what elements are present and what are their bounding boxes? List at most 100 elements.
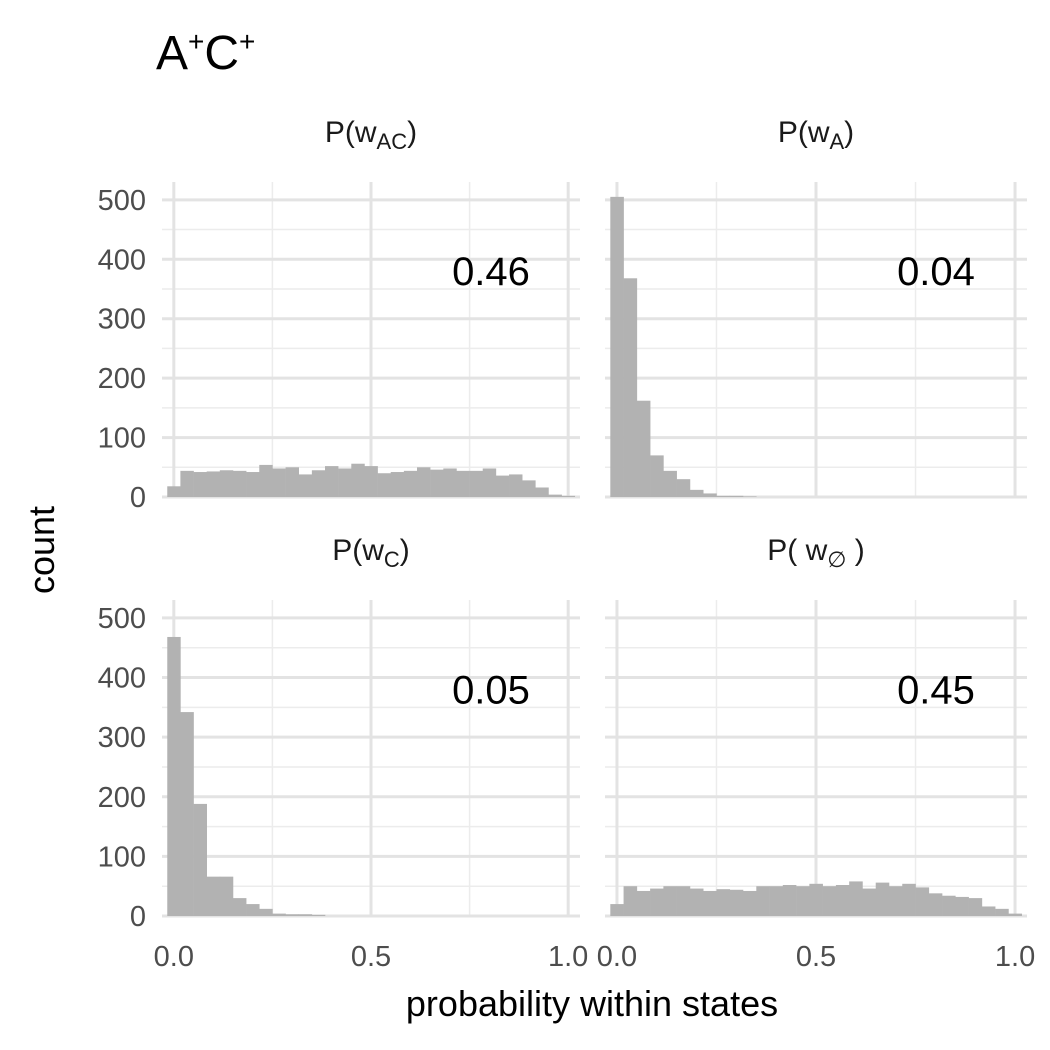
histogram-bar <box>743 496 757 497</box>
histogram-bar <box>729 495 744 497</box>
panel-strip-label: P(wC) <box>332 534 410 572</box>
histogram-bar <box>469 470 484 497</box>
histogram-bar <box>663 470 677 497</box>
y-tick-label: 100 <box>98 841 146 873</box>
y-tick-label: 300 <box>98 722 146 754</box>
histogram-bar <box>835 884 850 916</box>
histogram-bar <box>849 881 863 916</box>
histogram-bar <box>561 495 576 497</box>
histogram-bar <box>535 487 549 497</box>
panel-1: P(wAC) 0.46 0 100 200 300 400 500 <box>98 116 580 514</box>
histogram-bar <box>636 400 651 497</box>
strip-label-prefix: P( w <box>767 534 827 567</box>
x-tick-label: 0.5 <box>796 941 836 973</box>
y-tick-label: 500 <box>98 185 146 217</box>
y-tick-label: 0 <box>130 901 146 933</box>
strip-label-suffix: ) <box>407 116 417 149</box>
histogram-bar <box>743 890 757 916</box>
histogram-bar <box>311 914 326 916</box>
chart-title: A+C+ <box>156 26 255 80</box>
histogram-bar <box>862 888 876 916</box>
histogram-bar <box>325 466 339 497</box>
panel-4: P( w∅ ) 0.45 0.0 0.5 1.0 <box>597 534 1035 973</box>
x-tick-label: 1.0 <box>995 941 1035 973</box>
histogram-bar <box>796 886 810 916</box>
histogram-bar <box>482 468 497 497</box>
histogram-bar <box>716 495 731 497</box>
histogram-bar <box>403 470 418 497</box>
histogram-bar <box>650 888 664 916</box>
title-superscript-2: + <box>239 26 255 57</box>
panel-strip-label: P( w∅ ) <box>767 534 865 572</box>
title-middle: C <box>204 27 239 80</box>
histogram-bar <box>167 486 181 497</box>
y-tick-label: 0 <box>130 482 146 514</box>
strip-label-subscript: AC <box>377 129 408 154</box>
histogram-bar <box>495 475 510 497</box>
panel-strip-label: P(wA) <box>778 116 854 154</box>
histogram-bar <box>167 636 181 916</box>
histogram-bar <box>769 886 784 916</box>
histogram-bar <box>981 906 996 916</box>
histogram-bar <box>522 480 536 497</box>
panel-annotation: 0.04 <box>897 250 975 294</box>
histogram-bar <box>650 455 664 497</box>
histogram-bar <box>233 898 247 916</box>
y-axis-title: count <box>21 506 62 594</box>
panel-annotation: 0.45 <box>897 668 975 712</box>
histogram-bar <box>298 474 313 497</box>
x-axis-title: probability within states <box>406 983 778 1024</box>
histogram-bar <box>272 468 286 497</box>
histogram-bar <box>623 886 638 916</box>
histogram-bar <box>430 469 444 497</box>
histogram-bar <box>928 893 943 916</box>
panel-strip-label: P(wAC) <box>325 116 417 154</box>
histogram-bar <box>782 884 797 916</box>
histogram-bar <box>716 889 731 916</box>
strip-label-prefix: P(w <box>332 534 384 567</box>
histogram-bar <box>285 467 299 497</box>
histogram-bar <box>822 886 837 916</box>
strip-label-suffix: ) <box>846 534 864 567</box>
histogram-bar <box>246 472 260 497</box>
histogram-bar <box>219 876 234 916</box>
histogram-bar <box>259 908 273 916</box>
histogram-bar <box>703 493 717 497</box>
y-tick-label: 200 <box>98 363 146 395</box>
panels: P(wAC)0.460100200300400500P(wA)0.04P(wC)… <box>98 116 1036 973</box>
histogram-bar <box>902 883 916 916</box>
y-tick-label: 500 <box>98 603 146 635</box>
histogram-bar <box>233 470 247 497</box>
histogram-bar <box>416 467 431 497</box>
histogram-bar <box>219 470 234 497</box>
histogram-bar <box>729 889 744 916</box>
histogram-bar <box>364 466 378 497</box>
strip-label-subscript: C <box>384 547 400 572</box>
histogram-bar <box>390 472 405 497</box>
y-tick-label: 400 <box>98 244 146 276</box>
histogram-bar <box>259 464 273 497</box>
histogram-bar <box>955 896 969 916</box>
histogram-bar <box>193 803 207 916</box>
y-tick-label: 100 <box>98 423 146 455</box>
histogram-bar <box>206 471 221 497</box>
histogram-bar <box>995 908 1009 916</box>
histogram-bar <box>298 914 313 916</box>
histogram-bar <box>509 474 523 497</box>
strip-label-subscript: A <box>829 129 844 154</box>
histogram-bar <box>623 278 638 497</box>
x-tick-label: 0.5 <box>351 941 391 973</box>
x-tick-label: 0.0 <box>154 941 194 973</box>
title-superscript-1: + <box>188 26 204 57</box>
strip-label-prefix: P(w <box>778 116 830 149</box>
y-tick-label: 400 <box>98 663 146 695</box>
histogram-bar <box>676 886 691 916</box>
histogram-bar <box>968 898 983 916</box>
histogram-bar <box>285 914 299 916</box>
histogram-bar <box>456 470 470 497</box>
histogram-bar <box>689 489 704 497</box>
histogram-bar <box>888 886 903 916</box>
histogram-bar <box>1008 913 1022 916</box>
histogram-bar <box>311 470 326 497</box>
